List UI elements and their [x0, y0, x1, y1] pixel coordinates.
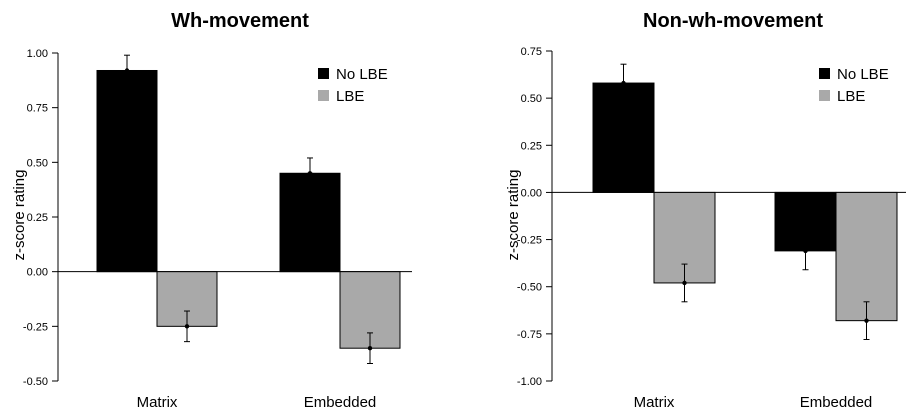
y-axis-label: z-score rating	[11, 170, 28, 261]
bar-matrix-no-lbe	[592, 82, 655, 193]
legend-swatch-lbe	[318, 90, 329, 101]
x-category-label: Matrix	[137, 394, 178, 411]
chart-wh-movement: Wh-movement z-score rating -0.50 -0.25 0.0…	[11, 10, 412, 411]
bar-matrix-no-lbe	[96, 69, 158, 273]
legend-label-no-lbe: No LBE	[837, 66, 889, 83]
y-tick-label: 0.75	[521, 46, 542, 58]
mean-point	[803, 248, 808, 254]
y-tick-label: 0.50	[521, 93, 542, 105]
legend-label-no-lbe: No LBE	[336, 66, 388, 83]
bar-embedded-lbe	[835, 191, 898, 322]
legend: No LBE LBE	[318, 66, 388, 105]
x-category-label: Embedded	[304, 394, 377, 411]
y-tick-label: -0.25	[23, 321, 48, 333]
mean-point	[864, 318, 869, 323]
y-tick-label: 0.00	[27, 267, 48, 279]
mean-point	[124, 68, 130, 73]
bar-embedded-no-lbe	[279, 172, 341, 273]
legend-swatch-lbe	[819, 90, 830, 101]
legend-swatch-no-lbe	[318, 68, 329, 79]
y-tick-label: -0.50	[23, 376, 48, 388]
x-category-label: Matrix	[634, 394, 675, 411]
mean-point	[184, 324, 190, 329]
bars	[96, 54, 401, 365]
y-tick-label: 0.50	[27, 157, 48, 169]
legend-label-lbe: LBE	[336, 88, 364, 105]
legend-label-lbe: LBE	[837, 88, 865, 105]
y-tick-label: 0.75	[27, 103, 48, 115]
y-tick-label: -0.50	[517, 282, 542, 294]
y-tick-label: -0.25	[517, 235, 542, 247]
x-category-label: Embedded	[800, 394, 873, 411]
mean-point	[367, 346, 373, 351]
bars	[592, 63, 898, 341]
chart-title: Wh-movement	[171, 10, 309, 32]
mean-point	[682, 280, 687, 286]
legend-swatch-no-lbe	[819, 68, 830, 79]
y-axis-label: z-score rating	[505, 170, 522, 261]
y-tick-label: 0.25	[27, 212, 48, 224]
mean-point	[621, 80, 626, 86]
y-tick-label: -0.75	[517, 329, 542, 341]
chart-title: Non-wh-movement	[643, 10, 823, 32]
y-tick-label: -1.00	[517, 376, 542, 388]
y-tick-label: 1.00	[27, 48, 48, 60]
y-tick-label: 0.25	[521, 140, 542, 152]
mean-point	[307, 171, 313, 176]
x-categories: Matrix Embedded	[634, 394, 873, 411]
chart-non-wh-movement: Non-wh-movement z-score rating -1.00 -0.7…	[505, 10, 906, 411]
y-axis: -0.50 -0.25 0.00 0.25 0.50 0.75 1.00	[23, 48, 412, 388]
legend: No LBE LBE	[819, 66, 889, 105]
y-tick-label: 0.00	[521, 187, 542, 199]
bar-embedded-no-lbe	[774, 191, 837, 252]
x-categories: Matrix Embedded	[137, 394, 377, 411]
